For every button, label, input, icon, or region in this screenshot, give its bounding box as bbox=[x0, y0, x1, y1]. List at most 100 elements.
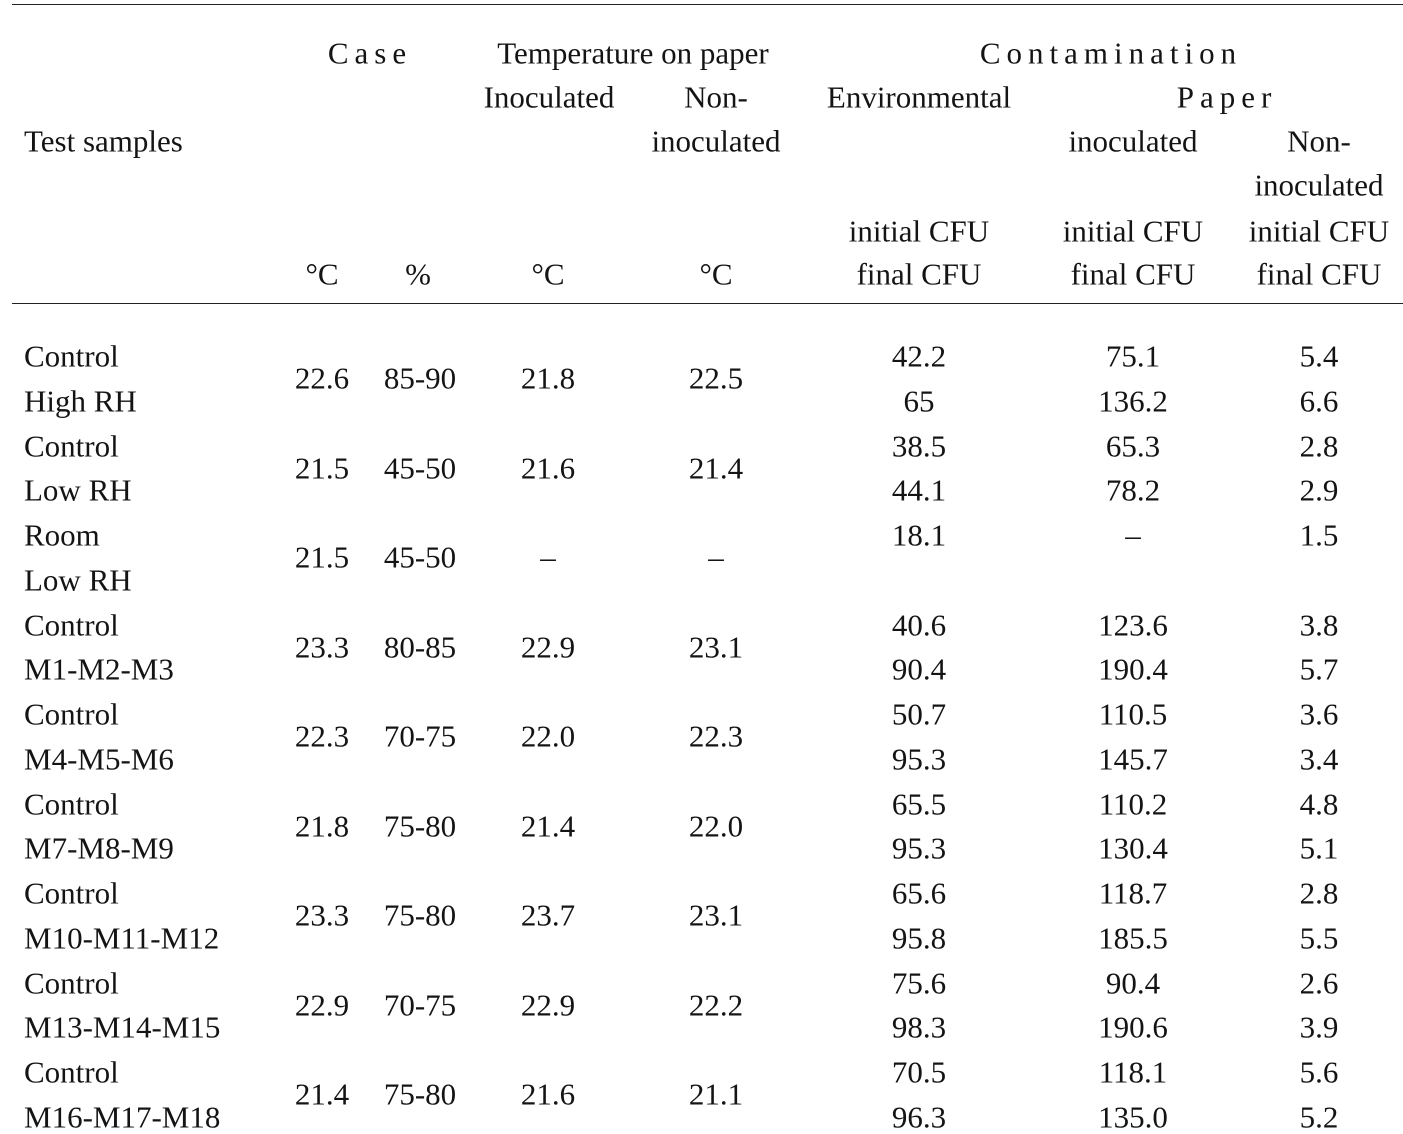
row-sample-line2: M1-M2-M3 bbox=[24, 651, 174, 687]
row-inoc-final-cfu: 130.4 bbox=[1098, 830, 1168, 866]
row-env-final-cfu: 90.4 bbox=[891, 651, 947, 687]
row-temp-inoculated: 22.9 bbox=[520, 629, 576, 665]
row-case-rh: 75-80 bbox=[383, 1076, 457, 1112]
row-noninoc-initial-cfu: 2.8 bbox=[1299, 875, 1339, 911]
row-inoc-final-cfu: 145.7 bbox=[1098, 741, 1168, 776]
row-env-initial-cfu: 42.2 bbox=[891, 338, 947, 374]
header-non-inoculated-continued: inoculated bbox=[651, 123, 781, 159]
row-noninoc-initial-cfu: 4.8 bbox=[1299, 786, 1339, 821]
row-temp-inoculated: 22.9 bbox=[520, 987, 576, 1023]
header-final-cfu-inoculated: final CFU bbox=[1070, 256, 1196, 292]
row-inoc-initial-cfu: 123.6 bbox=[1098, 607, 1168, 642]
row-sample-line2: M13-M14-M15 bbox=[24, 1009, 221, 1045]
row-case-rh: 85-90 bbox=[383, 360, 457, 396]
row-noninoc-final-cfu: 2.9 bbox=[1299, 472, 1339, 508]
row-noninoc-final-cfu: 5.2 bbox=[1299, 1099, 1339, 1134]
row-sample-line2: M7-M8-M9 bbox=[24, 830, 174, 866]
row-temp-noninoculated: 21.4 bbox=[688, 450, 744, 486]
header-unit-case-rh: % bbox=[405, 256, 431, 292]
row-sample-line1: Control bbox=[24, 965, 119, 1000]
row-sample-line1: Control bbox=[24, 607, 119, 642]
row-sample-line1: Control bbox=[24, 1054, 119, 1090]
row-sample-line1: Control bbox=[24, 428, 119, 463]
row-sample-line2: M16-M17-M18 bbox=[24, 1099, 221, 1134]
row-noninoc-initial-cfu: 3.6 bbox=[1299, 696, 1339, 732]
header-case: Case bbox=[327, 35, 413, 71]
row-sample-line2: Low RH bbox=[24, 472, 132, 508]
row-temp-inoculated: 21.4 bbox=[520, 808, 576, 844]
row-temp-inoculated: 21.8 bbox=[520, 360, 576, 396]
row-temp-noninoculated: 22.5 bbox=[688, 360, 744, 396]
row-case-rh: 70-75 bbox=[383, 718, 457, 754]
header-paper: Paper bbox=[1176, 79, 1278, 115]
row-case-rh: 45-50 bbox=[383, 539, 457, 575]
header-paper-inoculated: inoculated bbox=[1068, 123, 1198, 159]
row-env-initial-cfu: 65.5 bbox=[891, 786, 947, 821]
row-inoc-final-cfu: 190.6 bbox=[1098, 1009, 1168, 1045]
row-inoc-final-cfu: 185.5 bbox=[1098, 920, 1168, 955]
row-temp-inoculated: – bbox=[540, 539, 556, 575]
row-temp-noninoculated: 22.3 bbox=[688, 718, 744, 754]
row-temp-inoculated: 23.7 bbox=[520, 897, 576, 933]
row-case-rh: 70-75 bbox=[383, 987, 457, 1023]
row-env-final-cfu: 44.1 bbox=[891, 472, 947, 508]
header-test-samples: Test samples bbox=[24, 123, 183, 159]
row-case-rh: 45-50 bbox=[383, 450, 457, 486]
row-case-temp: 23.3 bbox=[294, 629, 350, 665]
header-unit-noninoc-temp: °C bbox=[699, 256, 733, 292]
row-noninoc-final-cfu: 3.4 bbox=[1299, 741, 1339, 776]
row-env-final-cfu: 98.3 bbox=[891, 1009, 947, 1045]
row-temp-noninoculated: 21.1 bbox=[688, 1076, 744, 1112]
row-noninoc-final-cfu: 3.9 bbox=[1299, 1009, 1339, 1045]
header-final-cfu-noninoculated: final CFU bbox=[1256, 256, 1382, 292]
row-env-final-cfu: 95.3 bbox=[891, 830, 947, 866]
row-inoc-initial-cfu: 90.4 bbox=[1105, 965, 1161, 1000]
row-temp-noninoculated: 22.2 bbox=[688, 987, 744, 1023]
row-noninoc-final-cfu: 5.5 bbox=[1299, 920, 1339, 955]
header-inoculated: Inoculated bbox=[483, 79, 615, 115]
row-case-temp: 21.5 bbox=[294, 539, 350, 575]
header-environmental: Environmental bbox=[826, 79, 1012, 115]
row-case-temp: 22.9 bbox=[294, 987, 350, 1023]
row-sample-line2: High RH bbox=[24, 383, 137, 418]
header-unit-case-temp: °C bbox=[305, 256, 339, 292]
row-env-initial-cfu: 40.6 bbox=[891, 607, 947, 642]
row-sample-line2: M4-M5-M6 bbox=[24, 741, 174, 776]
row-case-temp: 23.3 bbox=[294, 897, 350, 933]
header-final-cfu-environmental: final CFU bbox=[856, 256, 982, 292]
row-env-initial-cfu: 18.1 bbox=[891, 517, 947, 553]
row-case-rh: 75-80 bbox=[383, 808, 457, 844]
row-sample-line2: Low RH bbox=[24, 562, 132, 597]
row-inoc-final-cfu: 190.4 bbox=[1098, 651, 1168, 687]
row-sample-line1: Control bbox=[24, 338, 119, 374]
row-env-final-cfu: 95.3 bbox=[891, 741, 947, 776]
row-temp-inoculated: 21.6 bbox=[520, 450, 576, 486]
row-inoc-initial-cfu: – bbox=[1125, 517, 1141, 553]
row-sample-line1: Control bbox=[24, 696, 119, 732]
header-paper-non: Non- bbox=[1287, 123, 1351, 159]
row-noninoc-initial-cfu: 5.4 bbox=[1299, 338, 1339, 374]
row-sample-line2: M10-M11-M12 bbox=[24, 920, 220, 955]
row-inoc-initial-cfu: 65.3 bbox=[1105, 428, 1161, 463]
row-temp-noninoculated: 22.0 bbox=[688, 808, 744, 844]
header-non: Non- bbox=[684, 79, 748, 115]
row-temp-inoculated: 21.6 bbox=[520, 1076, 576, 1112]
row-env-initial-cfu: 75.6 bbox=[891, 965, 947, 1000]
row-inoc-final-cfu: 135.0 bbox=[1098, 1099, 1168, 1134]
header-temperature-on-paper: Temperature on paper bbox=[497, 35, 769, 71]
row-case-temp: 22.6 bbox=[294, 360, 350, 396]
row-noninoc-initial-cfu: 5.6 bbox=[1299, 1054, 1339, 1090]
header-initial-cfu-inoculated: initial CFU bbox=[1062, 213, 1204, 249]
row-env-initial-cfu: 38.5 bbox=[891, 428, 947, 463]
row-noninoc-final-cfu: 5.7 bbox=[1299, 651, 1339, 687]
row-temp-noninoculated: 23.1 bbox=[688, 629, 744, 665]
row-env-initial-cfu: 50.7 bbox=[891, 696, 947, 732]
row-env-final-cfu: 65 bbox=[903, 383, 935, 418]
row-env-initial-cfu: 65.6 bbox=[891, 875, 947, 911]
row-noninoc-initial-cfu: 3.8 bbox=[1299, 607, 1339, 642]
header-paper-non-inoculated: inoculated bbox=[1254, 167, 1384, 203]
header-initial-cfu-noninoculated: initial CFU bbox=[1248, 213, 1390, 249]
row-noninoc-final-cfu: 6.6 bbox=[1299, 383, 1339, 418]
row-noninoc-initial-cfu: 1.5 bbox=[1299, 517, 1339, 553]
row-temp-noninoculated: 23.1 bbox=[688, 897, 744, 933]
